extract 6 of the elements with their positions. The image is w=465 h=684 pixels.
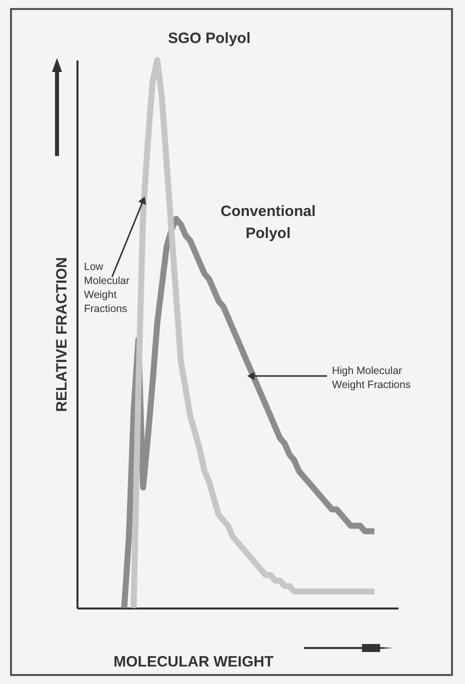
series-label: Conventional Polyol: [220, 202, 316, 242]
series-label: SGO Polyol: [168, 30, 251, 47]
x-axis-title: MOLECULAR WEIGHT: [114, 654, 274, 670]
y-axis-title: RELATIVE FRACTION: [54, 257, 70, 412]
annotation: Low Molecular Weight Fractions: [84, 261, 130, 315]
annotation: High Molecular Weight Fractions: [332, 365, 411, 391]
